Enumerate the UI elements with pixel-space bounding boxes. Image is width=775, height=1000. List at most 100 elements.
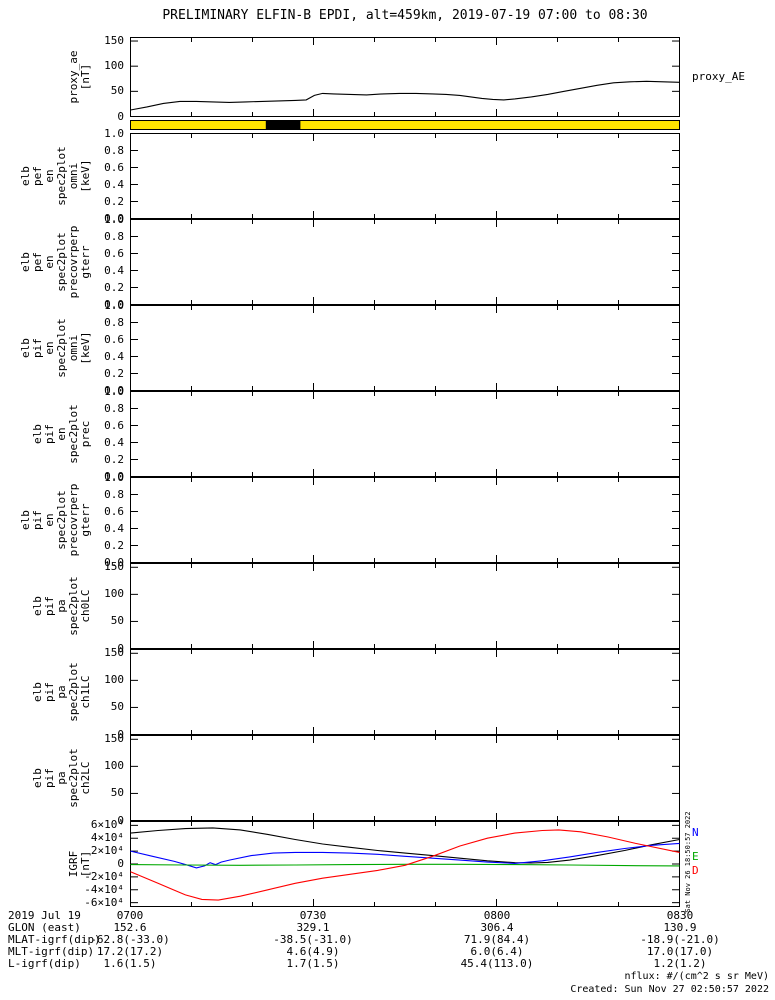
series-proxy_AE [130,80,680,111]
ephemeris-value: 45.4(113.0) [460,957,534,970]
ephemeris-value: 17.2(17.2) [96,945,164,958]
ephemeris-value: -38.5(-31.0) [273,933,353,946]
ytick-label: 1.0 [104,298,124,312]
ytick-label: 6×10⁴ [90,818,124,832]
ytick-label: 0.4 [104,435,124,449]
ytick-label: 0.8 [104,401,124,415]
ephemeris-row-label-l: L-igrf(dip) [8,957,81,970]
elb_pef_en_spec2plot_omni-plot-area [130,133,680,219]
panel-elb_pif_en_spec2plot_precovrperp_gterr: 1.0 0.8 0.6 0.4 0.2 0.0 elb pif en spec2plot p… [0,471,775,568]
ytick-label: 100 [104,59,124,73]
elb_pif_en_spec2plot_omni-plot-area [130,305,680,391]
ephemeris-value: 130.9 [663,921,697,934]
plot-title: PRELIMINARY ELFIN-B EPDI, alt=459km, 201… [162,8,648,23]
ytick-label: 150 [104,34,124,48]
ytick-label: 0.0 [104,211,124,225]
panel-frame [130,219,680,305]
ephemeris-row-label-glon: GLON (east) [8,921,81,934]
ytick-label: 4×10⁴ [90,831,124,845]
ylabel-elb_pef_en_spec2plot_precovrperp_gterr: elb pef en spec2plot precovrperp gterr [19,225,92,299]
ephemeris-value: -62.8(-33.0) [90,933,170,946]
ytick-label: 50 [110,614,124,628]
xtick-label: 0830 [666,909,694,922]
ephemeris-value: 71.9(84.4) [463,933,531,946]
ephemeris-value: 4.6(4.9) [286,945,340,958]
ytick-label: 0.2 [104,280,124,294]
ytick-label: 100 [104,673,124,687]
xtick-label: 0730 [299,909,327,922]
elb_pif_pa_spec2plot_ch0LC-plot-area [130,563,680,649]
ytick-label: 0.6 [104,504,124,518]
series-E [130,863,680,867]
ytick-label: 0.4 [104,177,124,191]
ytick-label: 100 [104,587,124,601]
elb_pif_pa_spec2plot_ch2LC-plot-area [130,735,680,821]
panel-frame [130,821,680,907]
ylabel-elb_pif_en_spec2plot_prec: elb pif en spec2plot prec [31,404,92,464]
ephemeris-row-label-mlat: MLAT-igrf(dip) [8,933,101,946]
igrf-plot-area [130,821,680,907]
panel-elb_pif_pa_spec2plot_ch2LC: 0 50 100 150 elb pif pa spec2plot ch2LC [0,733,775,826]
panel-frame [130,305,680,391]
ytick-label: 0.6 [104,332,124,346]
trace-label-D: D [692,863,699,877]
ytick-label: 0.2 [104,194,124,208]
ephemeris-value: 152.6 [113,921,147,934]
ylabel-igrf: IGRF [nT] [67,850,92,878]
ytick-label: -6×10⁴ [84,895,124,909]
created-timestamp: Created: Sun Nov 27 02:50:57 2022 [570,984,769,995]
ytick-label: 0.8 [104,487,124,501]
date-label: 2019 Jul 19 [8,909,81,922]
panel-elb_pef_en_spec2plot_precovrperp_gterr: 1.0 0.8 0.6 0.4 0.2 0.0 elb pef en spec2plot p… [0,213,775,310]
ytick-label: 150 [104,560,124,574]
xtick-label: 0700 [116,909,144,922]
xtick-label: 0800 [483,909,511,922]
ytick-label: 1.0 [104,212,124,226]
ytick-label: 0 [117,857,124,870]
ytick-label: 0 [117,109,124,123]
trace-label-N: N [692,826,699,840]
panel-elb_pif_en_spec2plot_omni: 1.0 0.8 0.6 0.4 0.2 0.0 elb pif en spec2plot o… [0,299,775,396]
panel-proxy_ae: 0 50 100 150 proxy_ae [nT] proxy_AE [0,34,775,122]
panel-frame [130,391,680,477]
science-zone-bar-plot-area [130,120,680,130]
ytick-label: 0.2 [104,366,124,380]
ephemeris-value: 306.4 [480,921,514,934]
panel-elb_pef_en_spec2plot_omni: 1.0 0.8 0.6 0.4 0.2 0.0 elb pef en spec2plot o… [0,127,775,224]
panel-frame [130,735,680,821]
ytick-label: -4×10⁴ [84,882,124,896]
ytick-label: 0.2 [104,452,124,466]
ytick-label: 0.4 [104,263,124,277]
panel-frame [130,133,680,219]
ephemeris-row-label-mlt: MLT-igrf(dip) [8,945,95,958]
ytick-label: 0.6 [104,160,124,174]
panel-science-zone-bar [0,117,775,133]
strip-segment [265,120,301,130]
ephemeris-value: 17.0(17.0) [646,945,714,958]
elb_pif_pa_spec2plot_ch1LC-plot-area [130,649,680,735]
ytick-label: 0.0 [104,297,124,311]
ytick-label: 100 [104,759,124,773]
ylabel-elb_pif_en_spec2plot_precovrperp_gterr: elb pif en spec2plot precovrperp gterr [19,483,92,557]
ytick-label: 0.6 [104,246,124,260]
ephemeris-value: 1.2(1.2) [653,957,707,970]
ytick-label: 0.8 [104,143,124,157]
ytick-label: -2×10⁴ [84,869,124,883]
ytick-label: 50 [110,700,124,714]
ytick-label: 0.0 [104,469,124,483]
render-timestamp-vertical: Sat Nov 26 18:50:57 2022 [684,811,692,913]
ytick-label: 0.0 [104,383,124,397]
ytick-label: 1.0 [104,470,124,484]
nflux-units-note: nflux: #/(cm^2 s sr MeV) [624,971,770,982]
ytick-label: 0 [117,727,124,741]
panel-frame [130,649,680,735]
panel-frame [130,563,680,649]
trace-label-proxy_AE: proxy_AE [692,70,745,83]
ytick-label: 0.8 [104,229,124,243]
panel-igrf: 6×10⁴ 4×10⁴ 2×10⁴ 0 -2×10⁴ -4×10⁴ -6×10⁴ IGRF [… [0,818,775,909]
trace-label-E: E [692,850,699,864]
ytick-label: 1.0 [104,126,124,140]
ytick-label: 150 [104,646,124,660]
